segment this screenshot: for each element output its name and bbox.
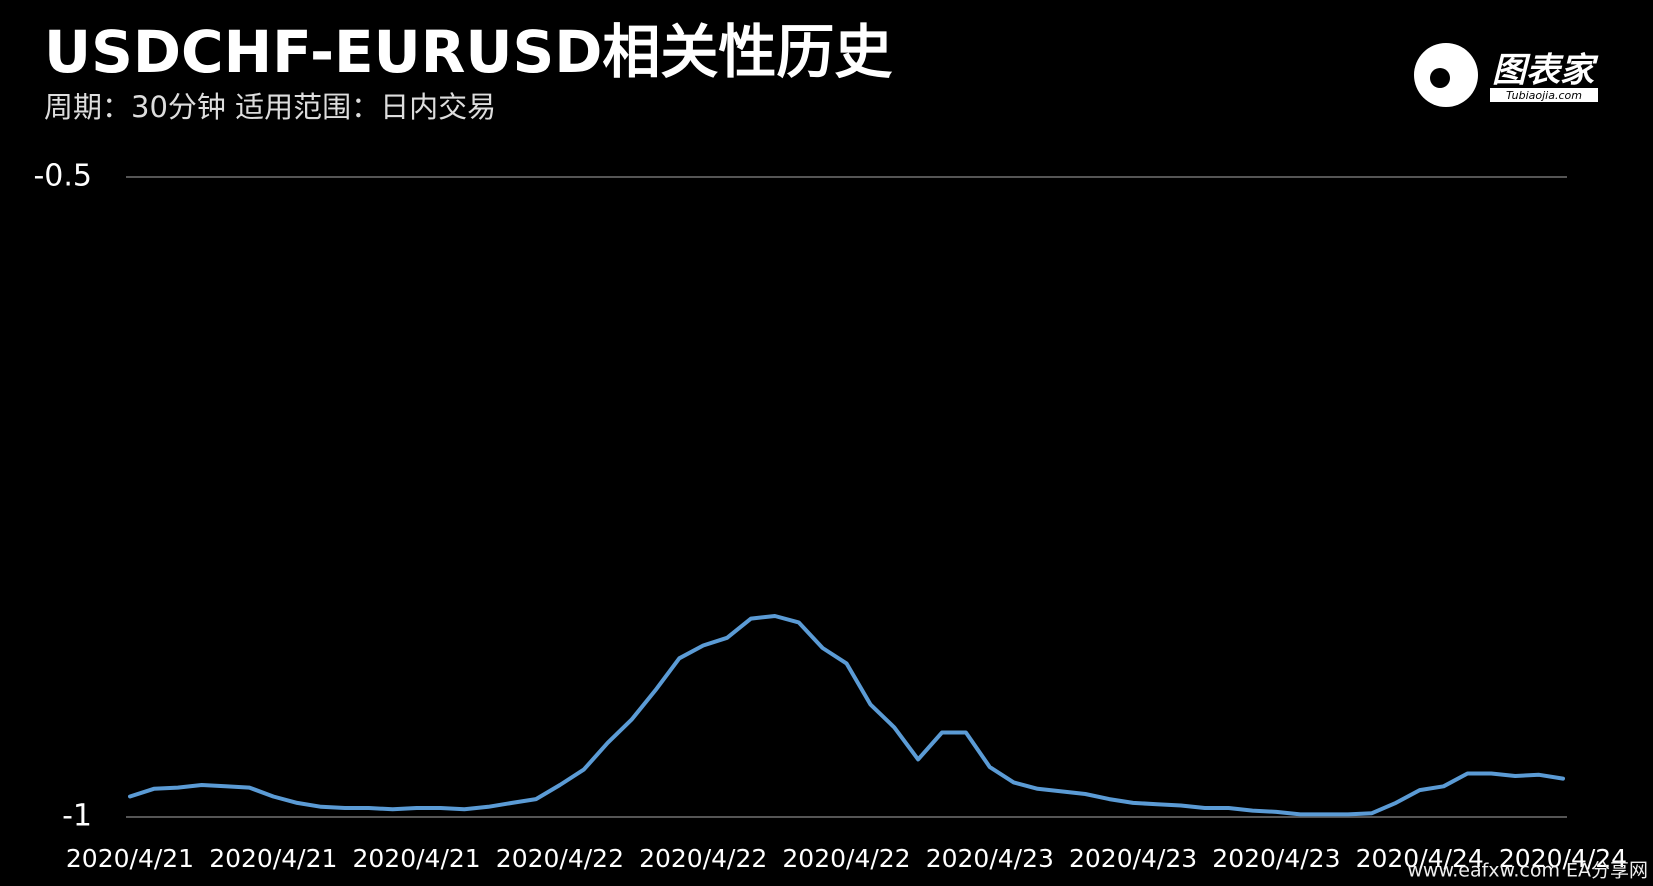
x-tick-label: 2020/4/22 [496,844,624,873]
x-tick-label: 2020/4/22 [639,844,767,873]
x-tick-label: 2020/4/21 [353,844,481,873]
y-tick-label: -0.5 [33,159,92,194]
logo-bar [1490,88,1598,102]
logo: 图表家 Tubiaojia.com [1414,43,1599,107]
y-tick-label: -1 [62,799,92,834]
x-tick-label: 2020/4/23 [926,844,1054,873]
watermark: www.eafxw.com EA分享网 [1407,860,1648,882]
chart-subtitle: 周期：30分钟 适用范围：日内交易 [44,90,496,124]
x-tick-label: 2020/4/21 [66,844,194,873]
data-line [128,614,1565,817]
x-tick-label: 2020/4/24 [1356,844,1484,873]
logo-icon-eye [1430,68,1450,88]
x-tick-label: 2020/4/23 [1069,844,1197,873]
x-tick-label: 2020/4/22 [782,844,910,873]
x-tick-label: 2020/4/24 [1499,844,1627,873]
logo-text: 图表家 [1492,51,1599,91]
chart-title: USDCHF-EURUSD相关性历史 [44,18,892,86]
x-tick-label: 2020/4/23 [1212,844,1340,873]
logo-subtext: Tubiaojia.com [1506,89,1582,102]
x-tick-label: 2020/4/21 [209,844,337,873]
